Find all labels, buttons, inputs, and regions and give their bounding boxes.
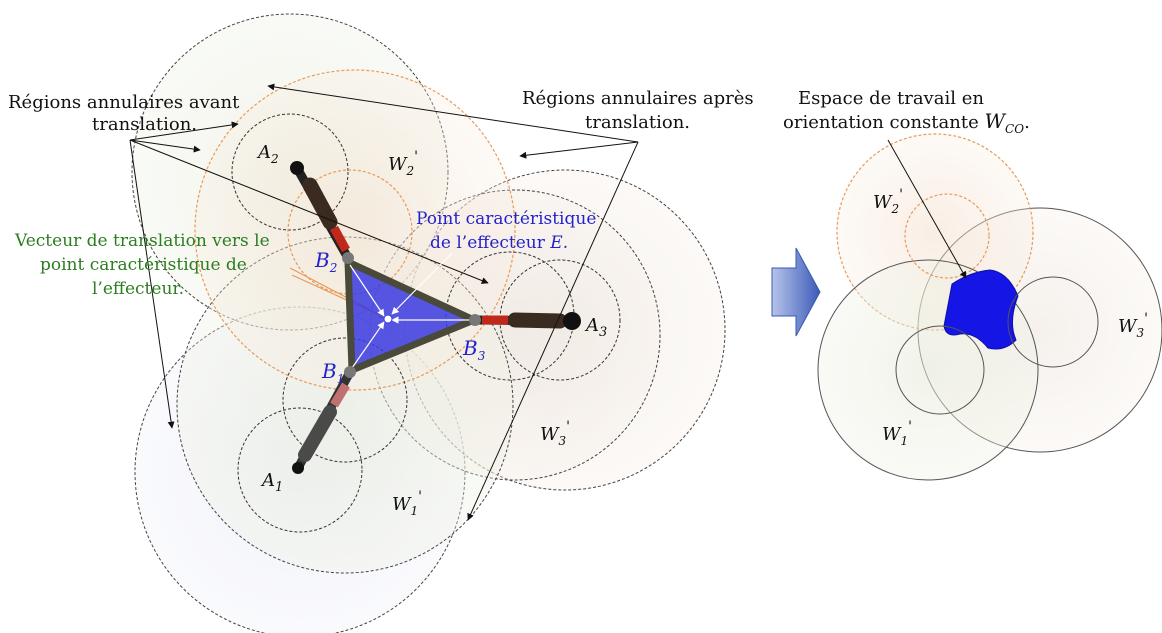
annotation-vector-line2: point caractéristique de bbox=[40, 255, 247, 275]
label-w1-right: W1' bbox=[882, 419, 912, 448]
inner-circle-a1 bbox=[237, 407, 363, 533]
annotation-workspace-line1: Espace de travail en bbox=[798, 88, 984, 109]
pointer-arrows-before bbox=[129, 121, 489, 429]
label-a3: A3 bbox=[584, 315, 607, 340]
label-w3-right: W3' bbox=[1118, 311, 1148, 340]
annotation-vector-line1: Vecteur de translation vers le bbox=[14, 231, 270, 251]
label-w1-left: W1' bbox=[392, 489, 422, 518]
annotation-point-line2: de l’effecteur E. bbox=[430, 233, 568, 253]
platform-triangle bbox=[344, 258, 478, 374]
right-inner-w3 bbox=[1007, 276, 1099, 368]
inner-circle-w1 bbox=[282, 337, 408, 463]
workspace-wco bbox=[943, 269, 1019, 350]
effector-point bbox=[383, 314, 393, 324]
pointer-arrows-after bbox=[267, 83, 639, 521]
label-w2-left: W2' bbox=[388, 149, 418, 178]
label-w2-right: W2' bbox=[873, 187, 903, 216]
label-a2: A2 bbox=[256, 142, 279, 166]
label-a1: A1 bbox=[260, 470, 283, 495]
label-b3: B3 bbox=[462, 336, 486, 363]
annotation-after-line1: Régions annulaires après bbox=[522, 88, 754, 109]
annotation-point-line1: Point caractéristique bbox=[416, 209, 596, 229]
left-figure: A2 A3 A1 B2 B3 B1 W2' W3' W1' Régions an… bbox=[8, 13, 754, 633]
platform-vector bbox=[351, 321, 385, 369]
label-b1: B1 bbox=[321, 359, 344, 386]
annotation-workspace-line2: orientation constante WCO. bbox=[783, 109, 1030, 136]
leg-1 bbox=[292, 366, 356, 474]
annotation-before-line2: translation. bbox=[92, 114, 197, 135]
inner-circle-a2 bbox=[231, 113, 349, 231]
right-inner-w1 bbox=[895, 325, 985, 415]
annotation-before-line1: Régions annulaires avant bbox=[8, 92, 240, 113]
transition-arrow bbox=[771, 247, 821, 337]
label-b2: B2 bbox=[314, 248, 337, 275]
pointer-arrow-point bbox=[391, 252, 453, 315]
annotation-after-line2: translation. bbox=[585, 112, 690, 133]
right-figure: W2' W3' W1' Espace de travail en orienta… bbox=[783, 88, 1162, 481]
annotation-vector-line3: l’effecteur. bbox=[92, 279, 184, 299]
right-inner-w2 bbox=[904, 193, 990, 279]
leg-2 bbox=[290, 161, 354, 264]
leg-3 bbox=[469, 312, 581, 330]
inner-circle-a3 bbox=[499, 259, 621, 381]
platform-vector bbox=[349, 264, 385, 317]
pointer-arrow-workspace bbox=[887, 139, 967, 279]
label-w3-left: W3' bbox=[540, 419, 570, 448]
